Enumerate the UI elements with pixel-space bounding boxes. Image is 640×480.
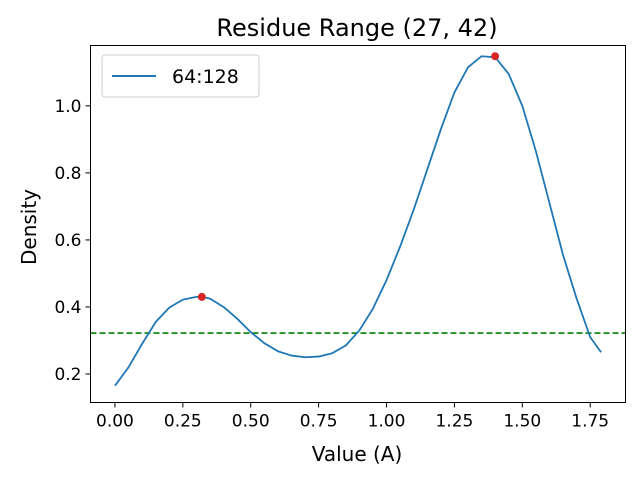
legend: 64:128 xyxy=(101,54,260,98)
y-tick-label: 0.2 xyxy=(54,365,81,385)
plot-area xyxy=(90,52,626,387)
x-tick-label: 1.25 xyxy=(435,412,473,432)
peak-marker-1 xyxy=(491,52,500,61)
y-axis: 0.2 0.4 0.6 0.8 1.0 xyxy=(54,97,91,385)
y-tick-label: 0.6 xyxy=(54,231,81,251)
x-tick-label: 1.75 xyxy=(571,412,609,432)
y-tick-label: 0.4 xyxy=(54,298,81,318)
x-tick-label: 0.00 xyxy=(96,412,134,432)
legend-box xyxy=(101,54,260,98)
chart-title: Residue Range (27, 42) xyxy=(216,14,497,42)
series-line-0 xyxy=(114,55,602,387)
x-axis-label: Value (A) xyxy=(312,442,403,466)
x-tick-label: 0.25 xyxy=(164,412,202,432)
x-axis: 0.00 0.25 0.50 0.75 1.00 1.25 1.50 1.75 xyxy=(96,402,609,432)
x-tick-label: 0.75 xyxy=(300,412,338,432)
plot-frame xyxy=(90,45,626,403)
x-tick-label: 1.50 xyxy=(503,412,541,432)
y-tick-label: 1.0 xyxy=(54,97,81,117)
x-tick-label: 1.00 xyxy=(368,412,406,432)
x-tick-label: 0.50 xyxy=(232,412,270,432)
legend-label: 64:128 xyxy=(172,66,239,88)
y-axis-label: Density xyxy=(17,189,41,265)
peak-marker-0 xyxy=(197,292,206,301)
y-tick-label: 0.8 xyxy=(54,164,81,184)
